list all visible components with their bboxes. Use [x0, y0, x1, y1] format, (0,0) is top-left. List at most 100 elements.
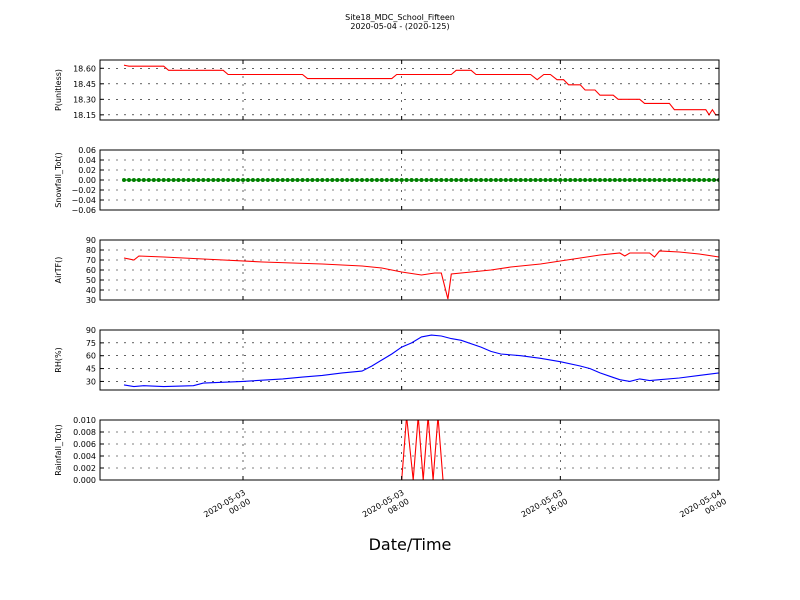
data-point — [682, 178, 687, 182]
data-point — [161, 178, 166, 182]
data-point — [513, 178, 518, 182]
y-tick-label: 75 — [86, 339, 96, 348]
series-line-rainfall — [124, 420, 719, 480]
data-point — [464, 178, 469, 182]
series-pressure — [123, 64, 719, 116]
data-point — [127, 178, 131, 182]
data-point — [389, 178, 394, 182]
data-point — [642, 178, 647, 182]
grid-pressure — [100, 60, 719, 120]
y-tick-label: 0.006 — [73, 440, 96, 449]
y-tick-label: −0.04 — [71, 196, 96, 205]
data-point — [434, 178, 439, 182]
data-point — [712, 178, 716, 182]
data-point — [687, 178, 692, 182]
data-point — [250, 178, 255, 182]
data-point — [374, 178, 379, 182]
y-tick-label: 70 — [86, 256, 96, 265]
y-axis-label: Snowfall_Tot() — [54, 152, 63, 208]
data-point — [136, 178, 141, 182]
data-point — [255, 178, 260, 182]
data-point — [236, 178, 240, 182]
data-point — [449, 178, 454, 182]
y-tick-label: 0.00 — [78, 176, 96, 185]
data-point — [677, 178, 682, 182]
series-line-pressure — [123, 64, 719, 116]
data-point — [518, 178, 523, 182]
data-point — [637, 178, 642, 182]
data-point — [394, 178, 399, 182]
data-point — [444, 178, 449, 182]
data-point — [186, 178, 191, 182]
data-point — [652, 178, 657, 182]
data-point — [578, 178, 583, 182]
data-point — [622, 178, 627, 182]
data-point — [419, 178, 424, 182]
data-point — [662, 178, 667, 182]
data-point — [384, 178, 389, 182]
y-tick-label: 40 — [86, 286, 96, 295]
data-point — [484, 178, 488, 182]
y-tick-label: 0.06 — [78, 146, 96, 155]
data-point — [379, 178, 384, 182]
data-point — [335, 178, 340, 182]
data-point — [627, 178, 632, 182]
data-point — [612, 178, 617, 182]
data-point — [523, 178, 528, 182]
y-axis-label: AirTF() — [54, 257, 63, 284]
grid-snowfall — [100, 150, 719, 210]
x-axis-label: Date/Time — [369, 535, 452, 554]
data-point — [290, 178, 295, 182]
data-point — [548, 178, 553, 182]
data-point — [156, 178, 161, 182]
data-point — [727, 178, 731, 182]
data-point — [454, 178, 459, 182]
series-airtemp — [123, 250, 719, 300]
y-tick-label: 18.30 — [73, 95, 96, 104]
data-point — [399, 178, 404, 182]
series-line-airtemp — [123, 250, 719, 300]
y-tick-label: 80 — [86, 246, 96, 255]
y-tick-label: 90 — [86, 326, 96, 335]
data-point — [493, 178, 498, 182]
axes-frame — [99, 329, 720, 391]
data-point — [657, 178, 662, 182]
axes-frame — [99, 59, 720, 121]
data-point — [280, 178, 285, 182]
grid-rh — [100, 330, 719, 390]
data-point — [553, 178, 558, 182]
data-point — [305, 178, 310, 182]
data-point — [503, 178, 508, 182]
data-point — [672, 178, 677, 182]
data-point — [325, 178, 330, 182]
y-tick-label: 60 — [86, 352, 96, 361]
data-point — [528, 178, 533, 182]
data-point — [166, 178, 171, 182]
data-point — [563, 178, 568, 182]
y-tick-label: −0.06 — [71, 206, 96, 215]
data-point — [543, 178, 548, 182]
panel-rainfall: 0.000 0.002 0.004 0.006 0.008 0.010 Rainfall_T… — [54, 416, 720, 485]
data-point — [265, 178, 270, 182]
data-point — [191, 178, 196, 182]
data-point — [583, 178, 588, 182]
data-point — [131, 178, 136, 182]
y-axis-label: P(unitless) — [54, 69, 63, 111]
y-tick-label: 0.002 — [73, 464, 96, 473]
data-point — [474, 178, 478, 182]
panel-pressure: 18.15 18.30 18.45 18.60 P(unitless) — [54, 59, 720, 121]
data-point — [270, 178, 275, 182]
data-point — [558, 178, 563, 182]
data-point — [568, 178, 573, 182]
data-point — [692, 178, 697, 182]
data-point — [607, 178, 612, 182]
data-point — [742, 178, 746, 182]
data-point — [360, 178, 364, 182]
data-point — [310, 178, 315, 182]
data-point — [429, 178, 434, 182]
data-point — [737, 178, 741, 182]
y-tick-label: 18.45 — [73, 80, 96, 89]
